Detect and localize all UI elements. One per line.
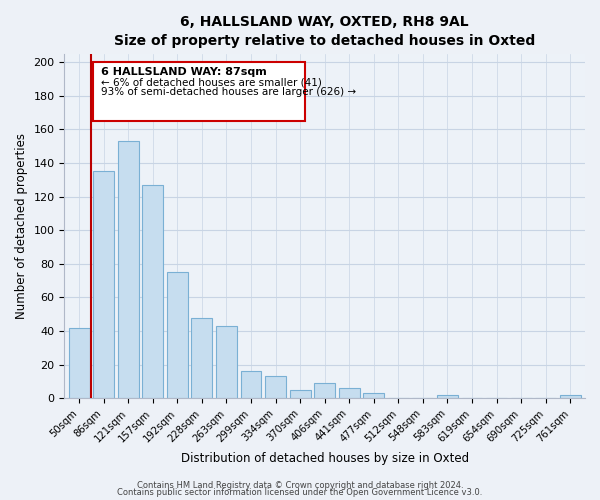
Bar: [69, 328, 89, 398]
FancyBboxPatch shape: [92, 62, 305, 121]
Bar: [191, 318, 212, 398]
Bar: [437, 395, 458, 398]
Text: 93% of semi-detached houses are larger (626) →: 93% of semi-detached houses are larger (…: [101, 88, 356, 98]
Text: ← 6% of detached houses are smaller (41): ← 6% of detached houses are smaller (41): [101, 78, 322, 88]
Y-axis label: Number of detached properties: Number of detached properties: [15, 133, 28, 319]
Bar: [560, 395, 581, 398]
Text: Contains public sector information licensed under the Open Government Licence v3: Contains public sector information licen…: [118, 488, 482, 497]
Bar: [118, 141, 139, 399]
Bar: [142, 185, 163, 398]
Bar: [241, 372, 262, 398]
X-axis label: Distribution of detached houses by size in Oxted: Distribution of detached houses by size …: [181, 452, 469, 465]
Text: 6 HALLSLAND WAY: 87sqm: 6 HALLSLAND WAY: 87sqm: [101, 68, 267, 78]
Bar: [314, 383, 335, 398]
Bar: [364, 394, 384, 398]
Bar: [216, 326, 237, 398]
Bar: [93, 172, 114, 398]
Bar: [290, 390, 311, 398]
Text: Contains HM Land Registry data © Crown copyright and database right 2024.: Contains HM Land Registry data © Crown c…: [137, 480, 463, 490]
Bar: [265, 376, 286, 398]
Bar: [339, 388, 359, 398]
Title: 6, HALLSLAND WAY, OXTED, RH8 9AL
Size of property relative to detached houses in: 6, HALLSLAND WAY, OXTED, RH8 9AL Size of…: [114, 15, 535, 48]
Bar: [167, 272, 188, 398]
